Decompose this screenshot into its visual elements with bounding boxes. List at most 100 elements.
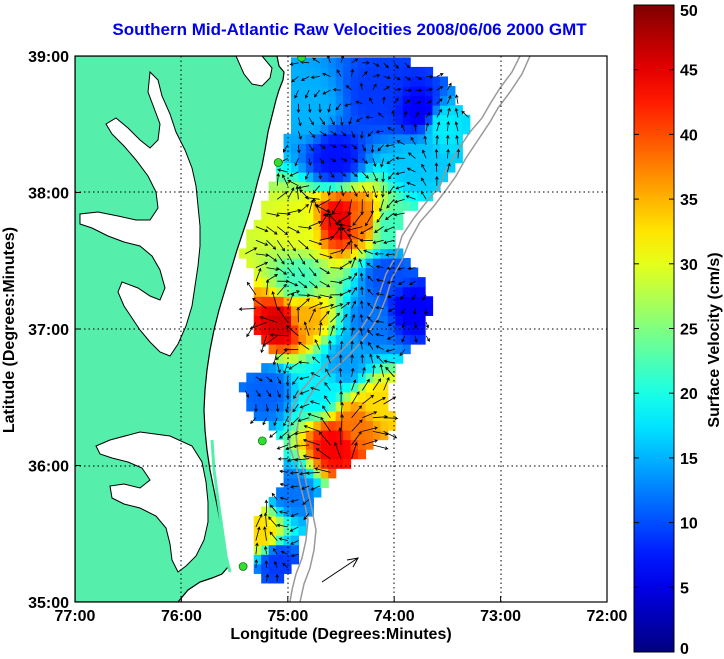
velocity-cell [365, 410, 374, 422]
velocity-cell [343, 143, 352, 154]
velocity-arrow [360, 286, 364, 295]
velocity-cell [305, 334, 314, 345]
velocity-cell [358, 114, 367, 125]
velocity-cell [395, 258, 404, 269]
velocity-cell [290, 401, 300, 412]
velocity-arrow [318, 103, 322, 114]
velocity-arrow [376, 212, 384, 223]
velocity-cell [246, 238, 255, 250]
velocity-cell [372, 229, 381, 240]
velocity-cell [283, 439, 292, 450]
velocity-arrow [279, 496, 288, 500]
velocity-arrow [406, 167, 416, 173]
velocity-cell [290, 133, 300, 144]
velocity-arrow [359, 131, 364, 139]
velocity-cell [350, 105, 359, 116]
grid [75, 56, 607, 602]
velocity-cell [454, 114, 463, 125]
velocity-arrow [296, 306, 300, 323]
velocity-cell [261, 229, 270, 240]
velocity-arrow [363, 249, 374, 255]
velocity-cell [447, 152, 456, 164]
y-tick-label: 39:00 [28, 49, 69, 66]
x-tick-label: 75:00 [267, 608, 308, 625]
velocity-cell [372, 372, 381, 383]
velocity-cell [313, 391, 322, 402]
velocity-cell [313, 410, 322, 422]
velocity-cell [358, 391, 367, 402]
velocity-cell [261, 535, 270, 546]
velocity-cell [298, 458, 307, 469]
y-tick-label: 35:00 [28, 595, 69, 612]
velocity-arrow [372, 444, 389, 450]
velocity-cell [372, 66, 381, 78]
velocity-cell [350, 66, 359, 78]
velocity-arrow [325, 368, 331, 378]
velocity-cell [380, 133, 389, 144]
colorbar-ticks: 0 5 10 15 20 25 30 35 40 45 50 [634, 3, 698, 658]
velocity-cell [335, 124, 344, 135]
velocity-arrow [289, 471, 299, 475]
velocity-arrow [276, 523, 288, 528]
velocity-arrow [320, 416, 331, 432]
velocity-cell [387, 267, 396, 278]
velocity-cell [276, 410, 285, 422]
velocity-cell [387, 95, 396, 106]
velocity-arrow [455, 134, 459, 145]
velocity-arrow [272, 547, 278, 555]
velocity-cell [358, 258, 367, 269]
velocity-arrow [365, 115, 373, 120]
velocity-cell [276, 258, 285, 269]
velocity-cell [313, 315, 322, 326]
velocity-cell [395, 277, 404, 288]
velocity-cell [350, 229, 359, 240]
velocity-arrow [280, 550, 288, 555]
velocity-cell [372, 238, 381, 250]
velocity-cell [395, 143, 404, 154]
velocity-arrow [302, 454, 320, 460]
velocity-arrow [387, 321, 395, 327]
velocity-cell [253, 286, 262, 297]
velocity-cell [328, 105, 337, 116]
velocity-cell [395, 191, 404, 202]
velocity-cell [372, 391, 381, 402]
velocity-cell [305, 363, 314, 374]
velocity-cell [320, 458, 329, 469]
velocity-cell [305, 439, 314, 450]
velocity-arrow [298, 293, 311, 298]
velocity-arrow [386, 199, 395, 209]
velocity-cell [365, 420, 374, 431]
velocity-arrow [254, 559, 259, 568]
velocity-arrow [340, 301, 351, 309]
velocity-cell [350, 267, 359, 278]
velocity-cell [335, 391, 344, 402]
velocity-arrow [269, 333, 288, 337]
velocity-cell [268, 372, 277, 383]
velocity-cell [417, 296, 426, 307]
velocity-cell [313, 363, 322, 374]
velocity-arrow [385, 366, 395, 378]
velocity-cell [305, 430, 314, 441]
velocity-cell [276, 229, 285, 240]
velocity-cell [313, 57, 322, 68]
velocity-cell [350, 410, 359, 422]
velocity-cell [335, 258, 344, 269]
velocity-arrow [362, 71, 368, 77]
velocity-arrow [447, 82, 452, 91]
velocity-arrow [296, 103, 301, 114]
velocity-cell [290, 516, 300, 527]
velocity-cell [417, 324, 426, 336]
velocity-arrow [369, 97, 374, 105]
velocity-arrow [446, 134, 450, 145]
velocity-cell [358, 372, 367, 383]
velocity-cell [298, 449, 307, 460]
velocity-arrow [421, 163, 427, 173]
velocity-cell [365, 191, 374, 202]
velocity-arrow [370, 144, 375, 154]
velocity-arrow [362, 158, 368, 164]
velocity-cell [298, 344, 307, 355]
velocity-arrow [361, 185, 369, 198]
velocity-cell [358, 86, 367, 97]
velocity-cell [246, 391, 255, 402]
velocity-cell [417, 152, 426, 164]
